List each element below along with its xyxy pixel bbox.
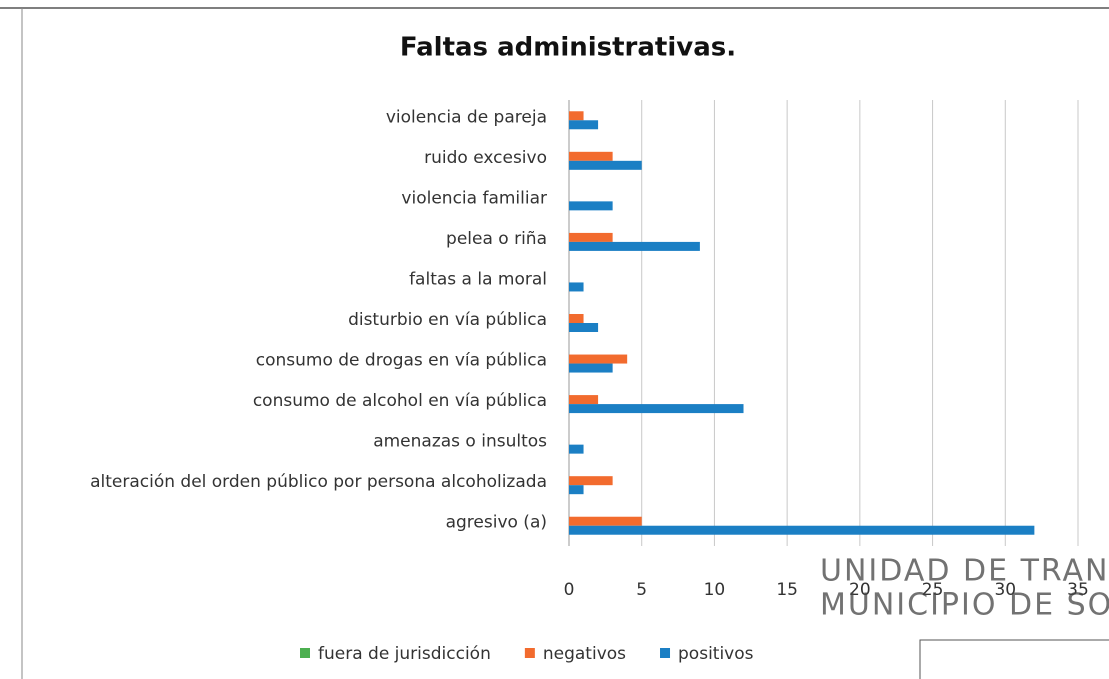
y-tick-label: disturbio en vía pública	[348, 310, 547, 330]
y-tick-label: alteración del orden público por persona…	[90, 472, 547, 492]
bar	[569, 525, 1035, 535]
stamp-text: MUNICIPIO DE SOM	[820, 588, 1109, 623]
y-tick-label: faltas a la moral	[409, 269, 547, 289]
legend-label: negativos	[543, 644, 626, 664]
bar	[569, 232, 613, 242]
bar	[569, 404, 744, 414]
bar	[569, 160, 642, 170]
y-tick-label: violencia familiar	[401, 188, 547, 208]
legend-label: fuera de jurisdicción	[318, 644, 491, 664]
frame-box	[919, 639, 1109, 679]
x-tick-label: 15	[776, 580, 798, 600]
x-tick-label: 30	[994, 580, 1016, 600]
y-tick-label: consumo de alcohol en vía pública	[253, 391, 547, 411]
bar	[569, 354, 628, 364]
y-tick-label: amenazas o insultos	[373, 432, 547, 452]
legend-swatch	[524, 648, 535, 658]
x-tick-label: 35	[1067, 580, 1089, 600]
bar	[569, 485, 584, 495]
x-tick-label: 10	[704, 580, 726, 600]
stamp-text: UNIDAD DE TRANSP	[820, 554, 1109, 589]
x-tick-label: 25	[922, 580, 944, 600]
bar	[569, 201, 613, 211]
x-tick-label: 0	[564, 580, 575, 600]
bar	[569, 363, 613, 373]
bar	[569, 476, 613, 486]
y-tick-label: agresivo (a)	[446, 513, 547, 533]
y-tick-label: consumo de drogas en vía pública	[256, 351, 547, 371]
legend-label: positivos	[678, 644, 754, 664]
bar	[569, 314, 584, 323]
legend-swatch	[660, 648, 671, 658]
bar	[569, 120, 599, 130]
bar	[569, 516, 642, 526]
bar	[569, 444, 584, 454]
y-tick-label: pelea o riña	[446, 229, 547, 249]
chart-title: Faltas administrativas.	[400, 33, 736, 63]
y-tick-label: ruido excesivo	[424, 148, 547, 168]
bar	[569, 323, 599, 332]
bar	[569, 111, 584, 121]
bar	[569, 282, 584, 292]
bar	[569, 395, 599, 405]
bar	[569, 151, 613, 161]
x-tick-label: 5	[636, 580, 647, 600]
legend-swatch	[300, 648, 310, 658]
bar	[569, 241, 700, 251]
y-tick-label: violencia de pareja	[386, 107, 547, 127]
x-tick-label: 20	[849, 580, 871, 600]
